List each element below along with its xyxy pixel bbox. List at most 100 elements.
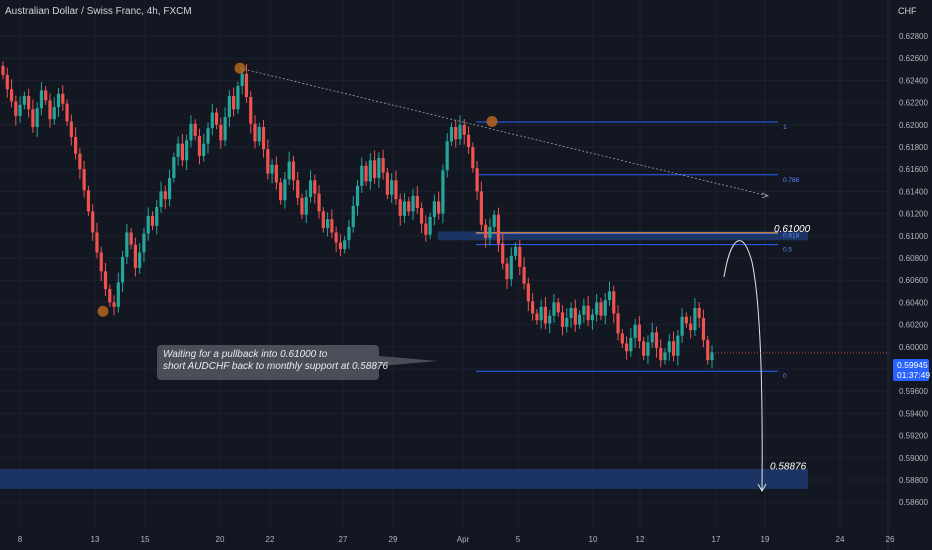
candle [91,204,95,241]
candle-body [296,180,300,199]
candle-body [419,208,424,224]
candle [654,326,659,358]
candle [176,136,180,166]
candle-body [445,141,449,171]
fib-label: 1 [783,124,787,131]
candle [27,88,31,118]
candle-body [484,224,488,239]
candle [185,134,189,171]
candle [390,173,394,204]
candle-body [671,341,676,356]
candle [372,150,377,184]
candle-body [317,193,321,212]
candle-body [522,266,526,284]
candle [531,292,535,321]
candle-body [274,164,278,183]
y-tick-label: 0.58800 [899,476,928,485]
candle [48,93,52,128]
candle [449,122,454,146]
candle-body [513,246,518,256]
candle-body [150,215,155,226]
candle-body [501,243,505,264]
candle-body [595,302,599,315]
candle [492,210,496,232]
candle-body [95,232,99,253]
candle [381,149,385,180]
candle-body [112,302,116,307]
candle-body [287,161,291,180]
candle [364,161,368,186]
candle [347,219,351,249]
candle-body [535,313,539,321]
candle [659,339,663,368]
trendline-arrowhead [761,192,770,199]
symbol-title: Australian Dollar / Swiss Franc, 4h, FXC… [5,6,192,17]
y-tick-label: 0.62200 [899,99,928,108]
candle [146,207,150,241]
annotation-callout[interactable]: Waiting for a pullback into 0.61000 to s… [157,345,388,380]
candlestick-series [1,61,714,369]
last-price-tag: 0.59945 01:37:49 [893,359,930,381]
candle [44,85,48,105]
fib-label: 0.618 [783,233,800,240]
candle [69,114,73,146]
x-tick-label: 24 [836,535,845,544]
y-tick-label: 0.59600 [899,387,928,396]
y-tick-label: 0.62600 [899,54,928,63]
candle [65,99,69,126]
candle-body [308,180,313,197]
candle-body [74,137,78,154]
y-tick-label: 0.61200 [899,210,928,219]
candle [424,215,428,242]
x-tick-label: 5 [516,535,521,544]
candle-body [9,89,14,102]
x-tick-label: 27 [339,535,348,544]
candle-body [270,164,274,174]
candle-body [210,112,214,129]
candle-body [526,283,530,302]
dotted-trendline [239,67,769,197]
candle [595,293,599,322]
candle-body [432,201,436,217]
price-axis: 0.62800 0.62600 0.62400 0.62200 0.62000 0.618… [887,0,928,550]
candle [513,242,518,261]
candle-body [650,332,654,343]
candle-body [394,180,398,200]
candle-body [466,134,471,147]
candle-body [458,124,462,140]
candle [18,96,22,124]
candle-body [91,211,95,233]
candle [548,309,552,334]
y-tick-label: 0.60200 [899,321,928,330]
candle-body [27,95,31,110]
candle [697,302,701,328]
candle [321,206,325,233]
candle-body [253,123,257,142]
candle [573,299,577,332]
candle-body [586,305,590,321]
candle [398,193,402,226]
candle [462,119,466,145]
candle [518,239,522,276]
swing-point-marker [97,305,109,317]
candle [488,218,492,246]
candle-body [680,316,684,336]
candle [291,155,296,191]
candle-body [343,240,347,250]
candle [663,347,667,365]
candle [274,156,278,190]
candle [629,328,633,358]
y-tick-label: 0.59400 [899,409,928,418]
candle-body [257,127,261,142]
candle [360,157,364,193]
last-price: 0.59945 [897,360,928,370]
candle-body [505,263,509,280]
candle-body [56,93,61,108]
candle-body [590,314,595,321]
candle [172,152,176,183]
candle [624,336,629,360]
candle [607,281,612,306]
candle-body [548,315,552,324]
candle [112,295,116,316]
